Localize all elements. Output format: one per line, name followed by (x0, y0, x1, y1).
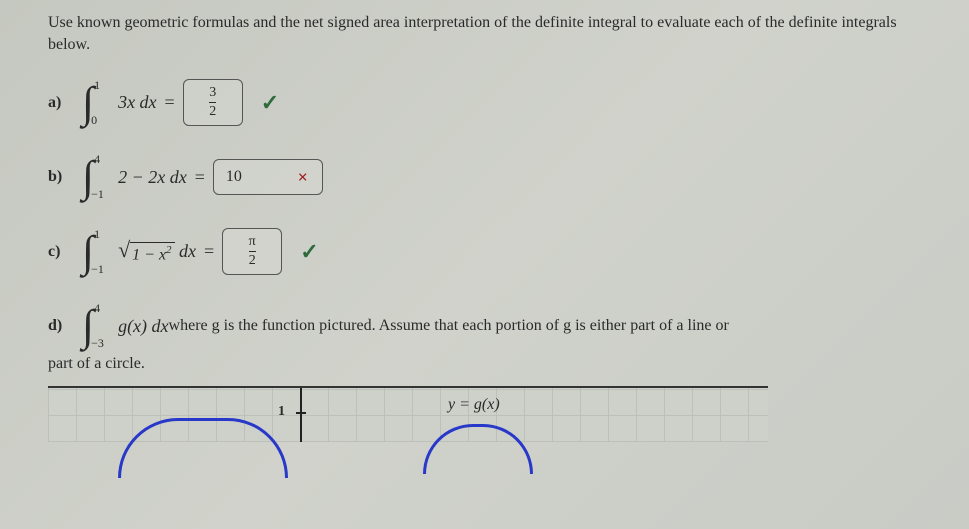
y-axis (300, 388, 302, 442)
problem-a: a) ∫ 1 0 3x dx = 3 2 ✓ (48, 79, 921, 126)
integrand-a: 3x dx (118, 92, 156, 113)
upper-d: 4 (94, 301, 100, 316)
integral-b: ∫ 4 −1 2 − 2x dx (82, 154, 187, 200)
after-sqrt: dx (179, 241, 196, 261)
problem-d-text2: part of a circle. (48, 353, 921, 375)
radicand-c: 1 − x2 (130, 242, 174, 264)
answer-c-den: 2 (249, 251, 256, 268)
integral-a: ∫ 1 0 3x dx (82, 80, 157, 126)
lower-a: 0 (91, 113, 97, 128)
cross-icon: × (278, 167, 308, 188)
upper-b: 4 (94, 152, 100, 167)
equals-b: = (195, 167, 205, 188)
problem-c-label: c) (48, 243, 72, 261)
answer-b: 10 (226, 168, 242, 186)
answer-c-fraction: π 2 (249, 235, 256, 268)
bounds-c: 1 −1 (94, 229, 114, 275)
problem-d-label: d) (48, 317, 72, 335)
integrand-d: g(x) dx (118, 316, 168, 337)
bounds-a: 1 0 (94, 80, 114, 126)
problem-a-label: a) (48, 94, 72, 112)
lower-c: −1 (91, 262, 104, 277)
graph-area: 1 y = g(x) (48, 386, 768, 442)
answer-box-b[interactable]: 10 × (213, 159, 323, 195)
equals-a: = (165, 92, 175, 113)
lower-b: −1 (91, 187, 104, 202)
answer-a-num: 3 (209, 86, 216, 102)
instructions-text: Use known geometric formulas and the net… (48, 12, 921, 55)
upper-c: 1 (94, 227, 100, 242)
answer-a-den: 2 (209, 102, 216, 119)
problem-b-label: b) (48, 168, 72, 186)
problem-d: d) ∫ 4 −3 g(x) dx where g is the functio… (48, 303, 921, 349)
answer-c-num: π (249, 235, 256, 251)
answer-a-fraction: 3 2 (209, 86, 216, 119)
curve-right (423, 424, 533, 474)
radical-sign: √ (118, 239, 130, 261)
integrand-c: √ 1 − x2 dx (118, 239, 196, 264)
check-icon: ✓ (300, 239, 318, 265)
y-tick-label: 1 (278, 404, 285, 420)
bounds-d: 4 −3 (94, 303, 114, 349)
problem-c: c) ∫ 1 −1 √ 1 − x2 dx = π 2 ✓ (48, 228, 921, 275)
upper-a: 1 (94, 78, 100, 93)
equals-c: = (204, 241, 214, 262)
problem-b: b) ∫ 4 −1 2 − 2x dx = 10 × (48, 154, 921, 200)
problem-d-text: where g is the function pictured. Assume… (169, 315, 729, 337)
answer-box-a[interactable]: 3 2 (183, 79, 243, 126)
graph-equation: y = g(x) (448, 396, 500, 414)
integral-d: ∫ 4 −3 g(x) dx (82, 303, 169, 349)
curve-left (118, 418, 288, 478)
lower-d: −3 (91, 336, 104, 351)
sqrt-expr: √ 1 − x2 (118, 239, 174, 264)
integrand-b: 2 − 2x dx (118, 167, 187, 188)
bounds-b: 4 −1 (94, 154, 114, 200)
y-tick-mark (296, 412, 306, 414)
check-icon: ✓ (261, 90, 279, 116)
answer-box-c[interactable]: π 2 (222, 228, 282, 275)
integral-c: ∫ 1 −1 √ 1 − x2 dx (82, 229, 196, 275)
